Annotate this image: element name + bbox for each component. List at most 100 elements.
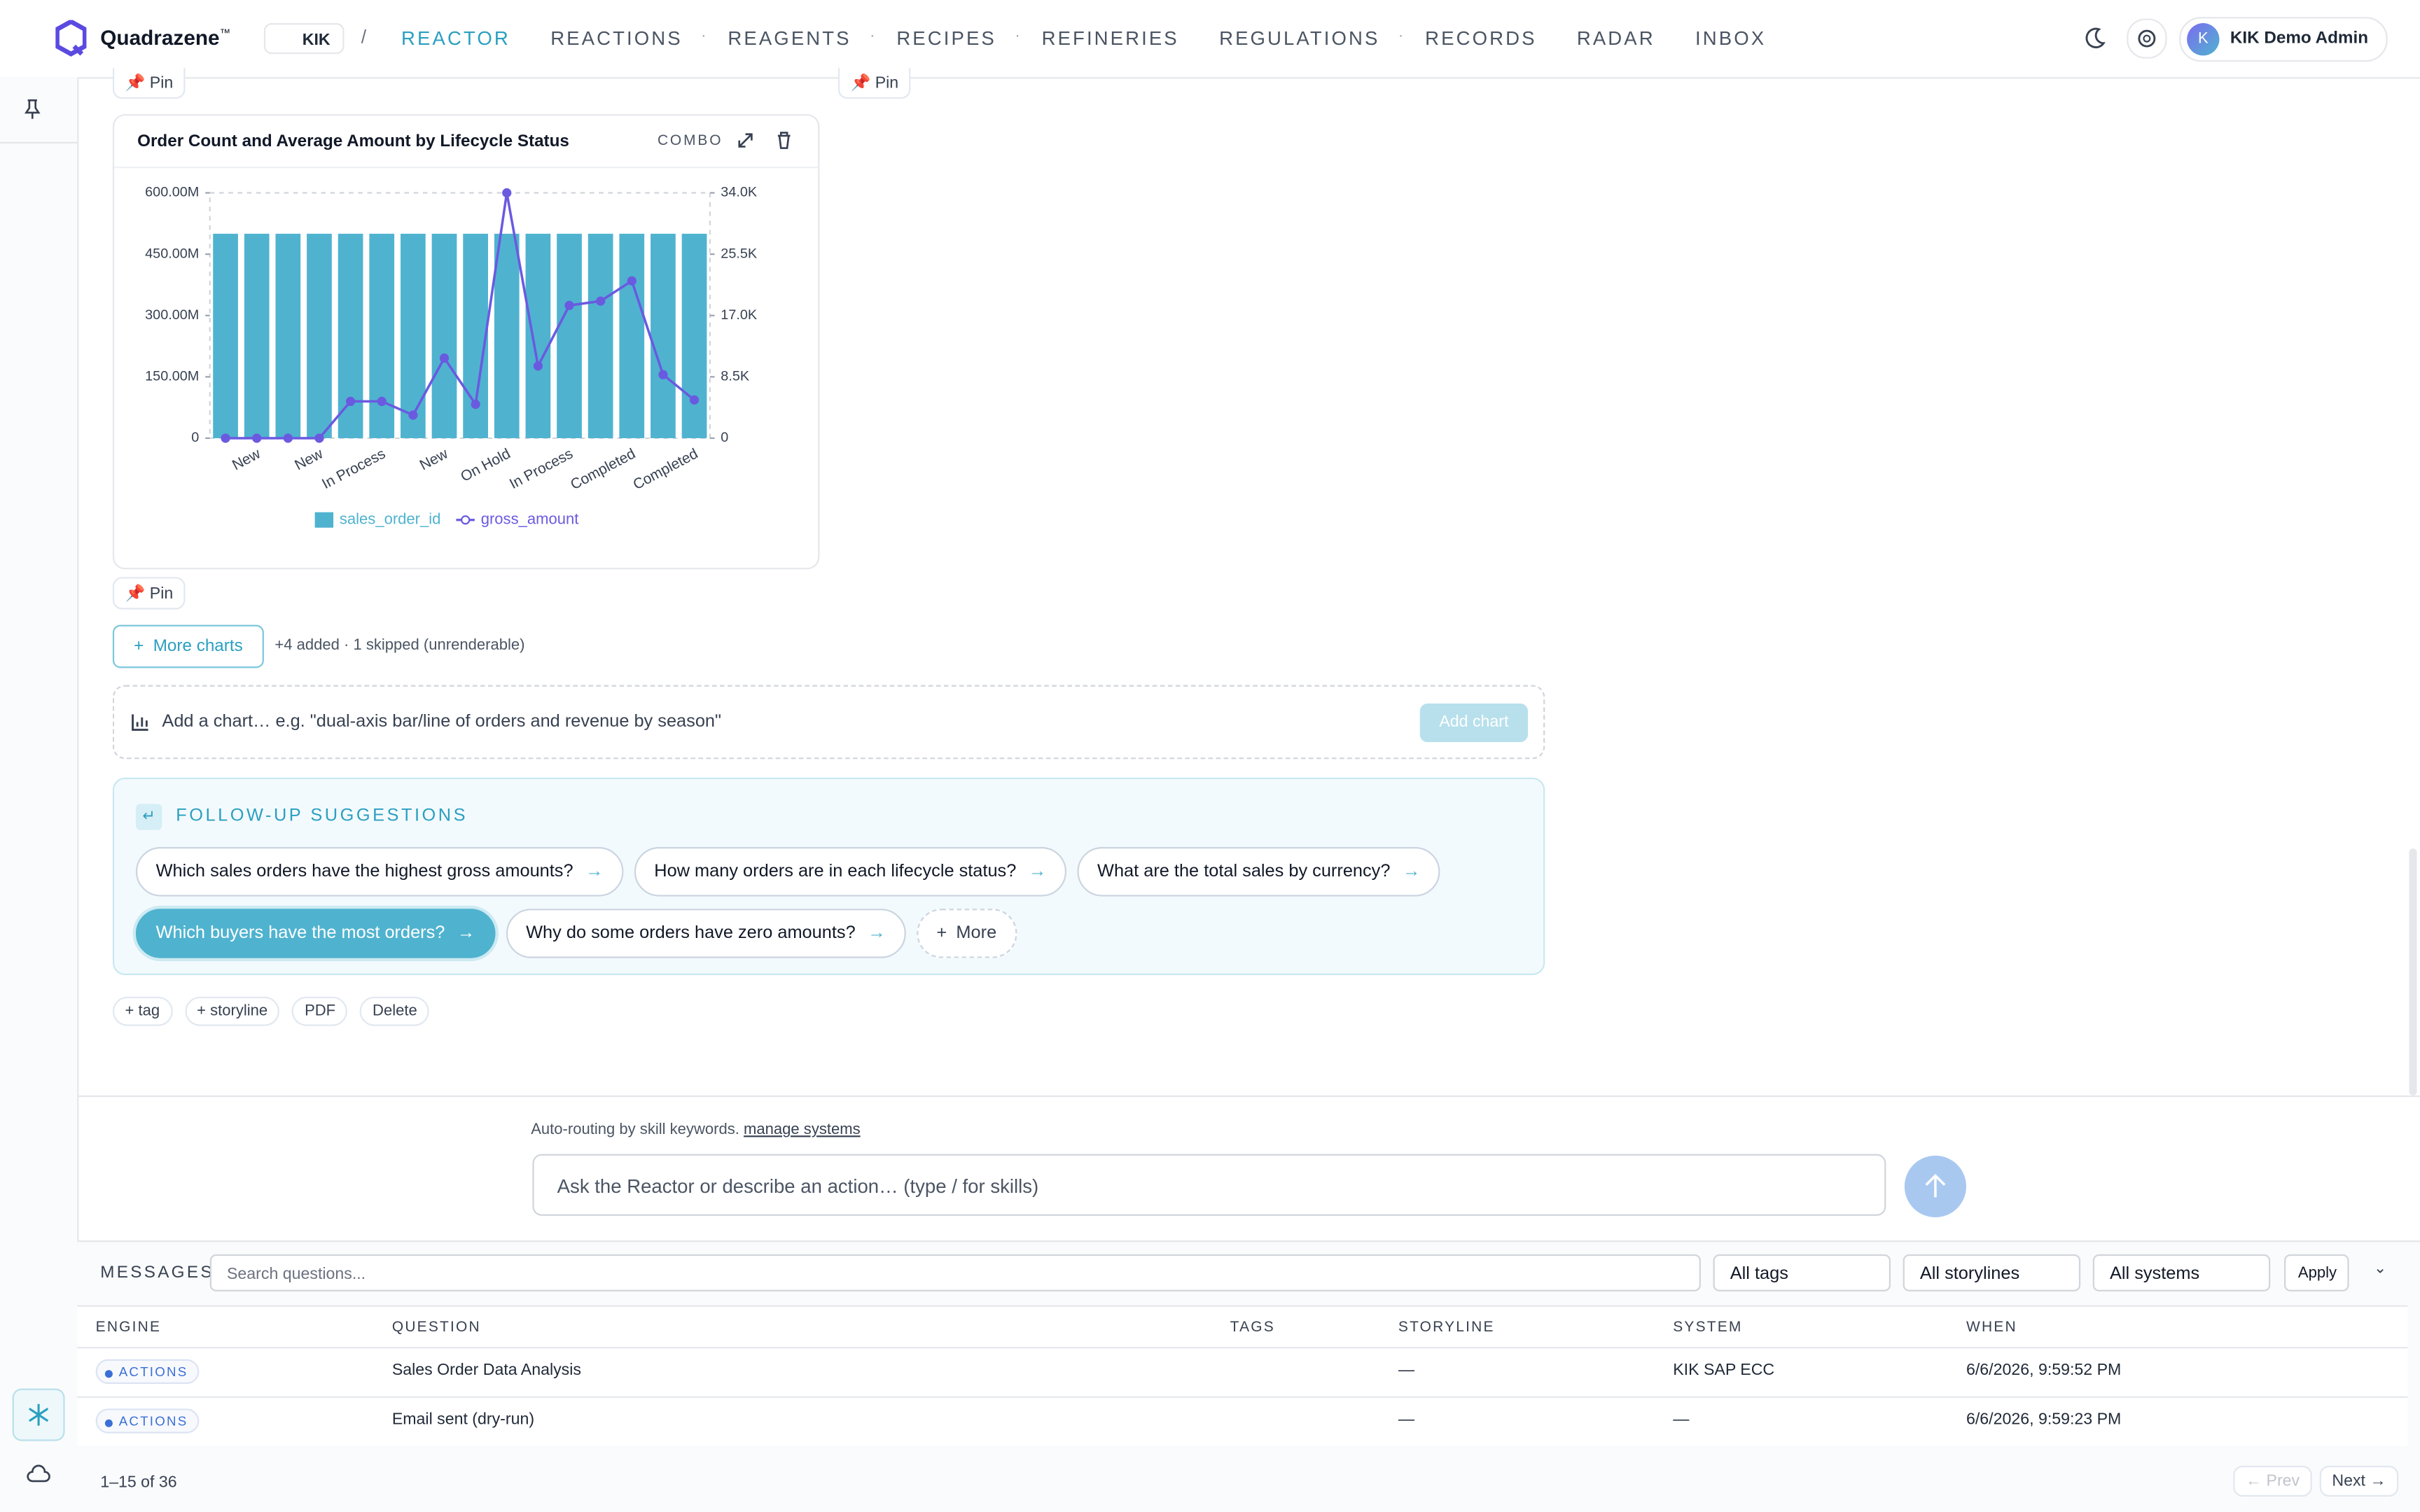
nav-item[interactable]: REGULATIONS [1219,27,1380,50]
legend-swatch [314,512,334,528]
followup-chip[interactable]: How many orders are in each lifecycle st… [634,847,1066,897]
chip-label: Which buyers have the most orders? [155,924,445,943]
action-button[interactable]: Delete [360,996,430,1026]
nav-items: REACTOR REACTIONS · REAGENTS · RECIPES · REFINE… [401,28,1806,50]
add-chart-box: Add a chart… e.g. "dual-axis bar/line of… [112,685,1545,760]
column-header: STORYLINE [1398,1319,1495,1336]
next-button[interactable]: Next → [2319,1465,2399,1497]
column-header: TAGS [1230,1319,1275,1336]
user-avatar: K [2187,23,2220,56]
nav-item[interactable]: REACTOR [401,27,510,50]
when: 6/6/2026, 9:59:52 PM [1966,1360,2122,1380]
send-button[interactable] [1904,1155,1966,1218]
pin-button[interactable]: 📌 Pin [837,67,911,99]
search-input[interactable]: Search questions... [209,1254,1701,1292]
followup-chip[interactable]: Why do some orders have zero amounts? → [506,909,906,958]
reactor-nav[interactable] [12,1388,65,1441]
point [408,410,418,420]
nav-item[interactable]: INBOX [1695,27,1767,50]
nav-item[interactable]: RECIPES [896,27,996,50]
y2-tick-label: 25.5K [721,246,757,261]
pin-label: Pin [875,74,899,93]
legend-swatch [461,515,471,525]
x-tick-label: On Hold [458,446,513,485]
bar [557,233,582,438]
tags-filter[interactable]: All tags [1713,1254,1891,1292]
bar [275,233,301,438]
delete-chart-button[interactable] [773,130,795,151]
followup-chip[interactable]: Which buyers have the most orders? → [135,909,496,958]
systems-filter[interactable]: All systems [2092,1254,2271,1292]
action-button[interactable]: + storyline [184,996,280,1026]
apply-button[interactable]: Apply [2284,1254,2349,1292]
engine-badge: ACTIONS [95,1408,199,1433]
more-chip[interactable]: + More [916,909,1017,958]
x-tick-label: Completed [630,446,700,493]
cloud-icon[interactable] [26,1464,50,1486]
question: Sales Order Data Analysis [391,1360,581,1380]
add-chart-input[interactable]: Add a chart… e.g. "dual-axis bar/line of… [162,713,722,732]
point [658,370,668,379]
column-header: WHEN [1966,1319,2017,1336]
messages-table [77,1305,2408,1446]
action-button[interactable]: PDF [292,996,348,1026]
point [252,433,262,443]
brand[interactable]: Quadrazene™ [100,26,230,49]
x-tick-label: New [230,445,264,473]
pin-button[interactable]: 📌 Pin [112,577,186,610]
add-chart-button[interactable]: Add chart [1419,704,1529,743]
system: — [1673,1409,1690,1428]
charts-status: +4 added · 1 skipped (unrenderable) [274,637,525,654]
when: 6/6/2026, 9:59:23 PM [1966,1409,2122,1428]
legend-label: gross_amount [481,510,579,528]
collapse-button[interactable]: ⌄ [2373,1260,2387,1278]
chip-label: Why do some orders have zero amounts? [526,924,856,943]
x-tick-label: In Process [507,446,576,493]
point [439,353,450,363]
nav-item[interactable]: REFINERIES [1041,27,1179,50]
followups-icon: ↵ [135,804,162,830]
bar [587,233,613,438]
more-charts-button[interactable]: + More charts [112,624,264,668]
point [564,300,574,310]
nav-item[interactable]: RECORDS [1425,27,1537,50]
point [689,395,700,405]
chart-kind: COMBO [657,132,723,150]
message-actions: + tag + storyline PDF Delete [112,996,442,1026]
user-menu[interactable]: K KIK Demo Admin [2179,17,2388,62]
point [471,399,480,410]
composer-input[interactable]: Ask the Reactor or describe an action… (… [532,1154,1886,1216]
point [596,296,606,306]
bar [431,233,457,438]
pin-icon[interactable] [22,99,43,120]
logo [55,20,87,57]
engine-badge: ACTIONS [95,1359,199,1385]
prev-button[interactable]: ← Prev [2233,1465,2312,1497]
point [314,433,324,443]
chip-arrow: → [585,862,604,881]
y-tick-label: 600.00M [145,185,199,200]
manage-systems-link[interactable]: manage systems [744,1121,861,1139]
bar [244,233,270,438]
system: KIK SAP ECC [1673,1360,1775,1380]
pin-button[interactable]: 📌 Pin [112,67,186,99]
pagination-info: 1–15 of 36 [100,1473,177,1492]
nav-item[interactable]: REACTIONS [550,27,683,50]
storylines-filter[interactable]: All storylines [1903,1254,2081,1292]
pin-label: Pin [149,584,174,603]
expand-button[interactable] [735,130,756,151]
followup-chip[interactable]: Which sales orders have the highest gros… [135,847,624,897]
settings-button[interactable] [2127,18,2167,59]
trademark: ™ [219,28,231,40]
workspace-picker[interactable]: KIK [263,23,345,55]
theme-toggle[interactable] [2082,26,2106,50]
action-button[interactable]: + tag [112,996,172,1026]
more-charts-label: More charts [153,637,243,656]
followup-chip[interactable]: What are the total sales by currency? → [1077,847,1441,897]
nav-item[interactable]: RADAR [1576,27,1655,50]
column-header: ENGINE [95,1319,162,1336]
dropdown-dot: · [870,27,875,45]
reactor-icon [29,1404,49,1426]
nav-item[interactable]: REAGENTS [728,27,851,50]
